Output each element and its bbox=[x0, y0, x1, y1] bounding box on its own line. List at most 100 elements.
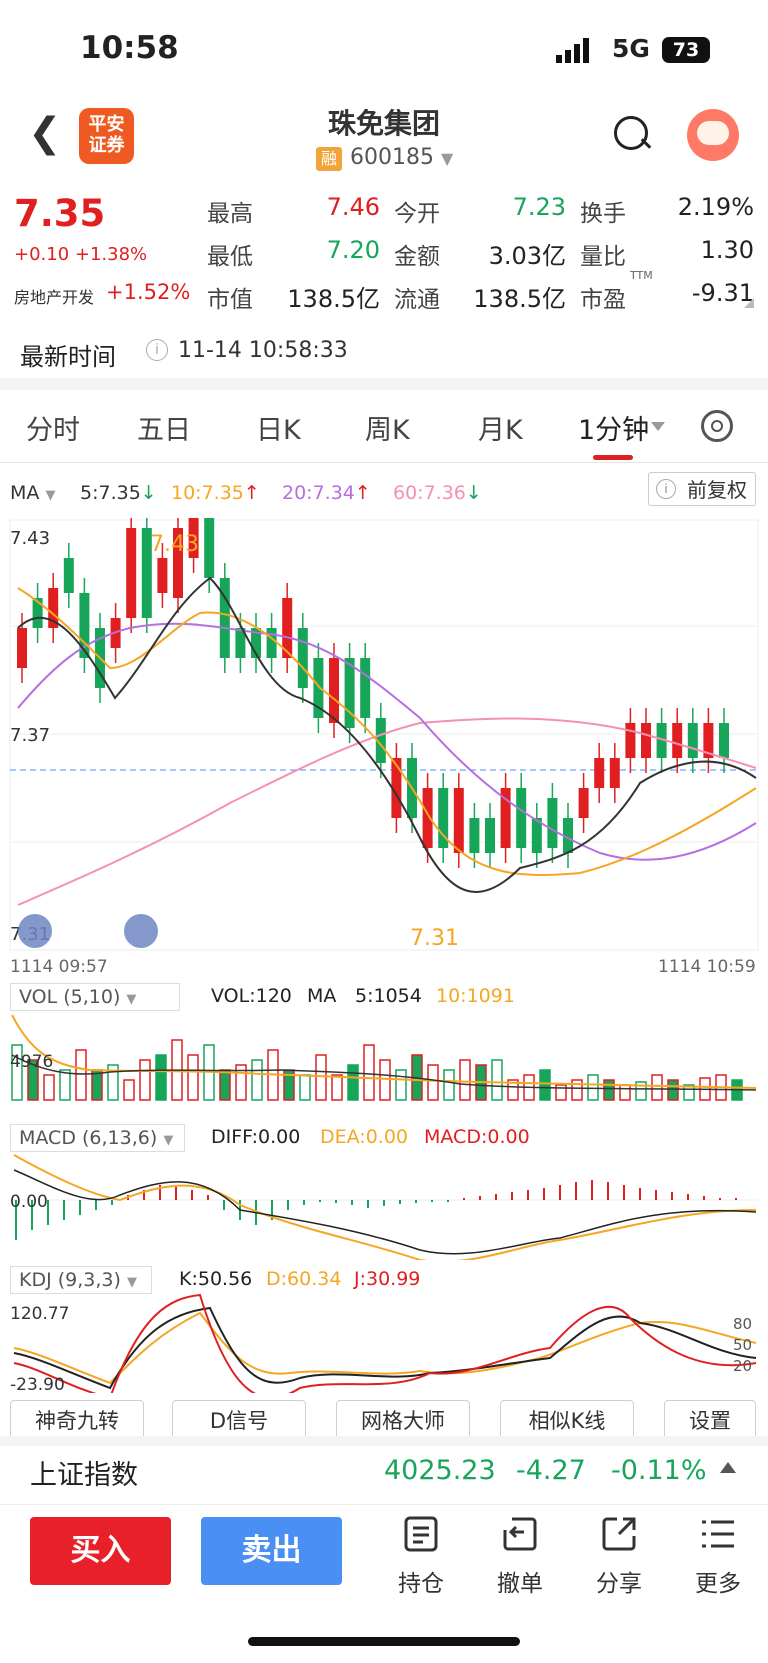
zoom-in-button[interactable] bbox=[124, 914, 158, 948]
candle bbox=[453, 788, 464, 853]
d-signal-button[interactable]: D信号 bbox=[172, 1400, 306, 1440]
candle bbox=[719, 723, 729, 758]
stock-name: 珠免集团 bbox=[327, 107, 440, 140]
info-icon[interactable]: i bbox=[146, 339, 168, 361]
status-time: 10:58 bbox=[80, 30, 179, 66]
candle bbox=[204, 518, 215, 578]
volume-bar bbox=[651, 1074, 663, 1101]
y-axis-label-high: 7.43 bbox=[10, 528, 51, 549]
similar-kline-button[interactable]: 相似K线 bbox=[500, 1400, 634, 1440]
more-label[interactable]: 更多 bbox=[695, 1571, 741, 1597]
candle bbox=[329, 658, 339, 723]
candle bbox=[141, 528, 152, 618]
more-icon[interactable] bbox=[700, 1516, 736, 1552]
kdj-selector[interactable]: KDJ (9,3,3) ▼ bbox=[10, 1266, 152, 1294]
vol-ma10: 10:1091 bbox=[436, 985, 515, 1007]
kdj-ref-50: 50 bbox=[733, 1336, 753, 1354]
tab-weekly-k[interactable]: 周K bbox=[365, 415, 410, 446]
volume-bar bbox=[235, 1064, 247, 1101]
macd-chart bbox=[10, 1154, 758, 1260]
ma10-line bbox=[17, 587, 757, 876]
magic-nine-button[interactable]: 神奇九转 bbox=[10, 1400, 144, 1440]
volume-bar bbox=[667, 1079, 679, 1101]
divider bbox=[0, 462, 768, 463]
candle bbox=[656, 723, 667, 758]
expand-icon[interactable] bbox=[744, 298, 754, 308]
chevron-down-icon[interactable] bbox=[651, 422, 665, 431]
tab-intraday[interactable]: 分时 bbox=[26, 415, 80, 446]
ma60-line bbox=[17, 717, 757, 906]
volume-bar bbox=[331, 1074, 343, 1101]
volume-bar bbox=[443, 1069, 455, 1101]
sector-name[interactable]: 房地产开发 bbox=[14, 288, 95, 307]
candle bbox=[687, 723, 698, 758]
holdings-label[interactable]: 持仓 bbox=[398, 1571, 444, 1597]
candle bbox=[48, 588, 59, 628]
share-icon[interactable] bbox=[601, 1516, 637, 1552]
index-bar[interactable] bbox=[0, 1446, 768, 1505]
volume-bar bbox=[459, 1059, 471, 1101]
pe-value: -9.31 bbox=[691, 279, 754, 307]
sell-button[interactable]: 卖出 bbox=[201, 1517, 342, 1585]
battery-icon: 73 bbox=[662, 37, 710, 63]
kdj-y-top: 120.77 bbox=[10, 1304, 70, 1324]
candle bbox=[625, 723, 636, 758]
index-name: 上证指数 bbox=[30, 1460, 138, 1491]
kdj-k: K:50.56 bbox=[179, 1268, 253, 1290]
tab-daily-k[interactable]: 日K bbox=[256, 415, 301, 446]
ma60-value: 60:7.36↓ bbox=[393, 482, 482, 504]
candle bbox=[641, 723, 651, 758]
zoom-out-button[interactable] bbox=[18, 914, 52, 948]
volume-bar bbox=[91, 1069, 103, 1101]
holdings-icon[interactable] bbox=[403, 1516, 439, 1552]
volume-bar bbox=[379, 1059, 391, 1101]
divider bbox=[0, 378, 768, 390]
candle bbox=[469, 818, 480, 853]
candle bbox=[126, 528, 137, 618]
candle bbox=[344, 658, 355, 728]
candle bbox=[578, 788, 589, 818]
candle bbox=[235, 628, 246, 658]
kline-chart[interactable] bbox=[0, 518, 768, 958]
settings-button[interactable]: 设置 bbox=[664, 1400, 756, 1440]
open-value: 7.23 bbox=[512, 193, 566, 221]
adjust-button[interactable]: 前复权 bbox=[648, 472, 756, 506]
low-marker-label: 7.31 bbox=[410, 926, 459, 951]
gear-icon-center bbox=[711, 420, 723, 432]
candle bbox=[703, 723, 714, 758]
low-label: 最低 bbox=[207, 244, 253, 270]
cancel-order-label[interactable]: 撤单 bbox=[497, 1571, 543, 1597]
gear-icon[interactable] bbox=[701, 410, 733, 442]
volume-bar bbox=[363, 1044, 375, 1101]
volume-bar bbox=[315, 1054, 327, 1101]
vol-selector[interactable]: VOL (5,10) ▼ bbox=[10, 983, 180, 1011]
back-button[interactable]: ❮ bbox=[28, 110, 62, 156]
candle bbox=[17, 628, 27, 668]
buy-button[interactable]: 买入 bbox=[30, 1517, 171, 1585]
ma-label[interactable]: MA ▼ bbox=[10, 482, 56, 504]
candle bbox=[297, 628, 308, 688]
low-value: 7.20 bbox=[326, 236, 380, 264]
ma5-value: 5:7.35↓ bbox=[80, 482, 157, 504]
tab-monthly-k[interactable]: 月K bbox=[478, 415, 523, 446]
volume-bar bbox=[347, 1064, 359, 1101]
chevron-up-icon[interactable] bbox=[720, 1462, 736, 1473]
candle bbox=[375, 718, 386, 763]
macd-selector[interactable]: MACD (6,13,6) ▼ bbox=[10, 1124, 185, 1152]
volume-bar bbox=[59, 1069, 71, 1101]
candle bbox=[672, 723, 683, 758]
vol-ma-label: MA bbox=[307, 985, 337, 1007]
stock-code[interactable]: 600185 ▼ bbox=[350, 145, 454, 170]
tab-1min[interactable]: 1分钟 bbox=[578, 415, 650, 446]
tab-five-day[interactable]: 五日 bbox=[137, 415, 191, 446]
tab-active-indicator bbox=[593, 455, 633, 460]
volume-bar bbox=[123, 1079, 135, 1101]
grid-master-button[interactable]: 网格大师 bbox=[336, 1400, 470, 1440]
search-icon[interactable] bbox=[614, 116, 648, 150]
volume-bar bbox=[491, 1059, 503, 1101]
chat-icon bbox=[697, 121, 729, 145]
cancel-order-icon[interactable] bbox=[502, 1516, 538, 1552]
candle bbox=[219, 578, 230, 658]
share-label[interactable]: 分享 bbox=[596, 1571, 642, 1597]
vol-value: VOL:120 bbox=[211, 985, 292, 1007]
